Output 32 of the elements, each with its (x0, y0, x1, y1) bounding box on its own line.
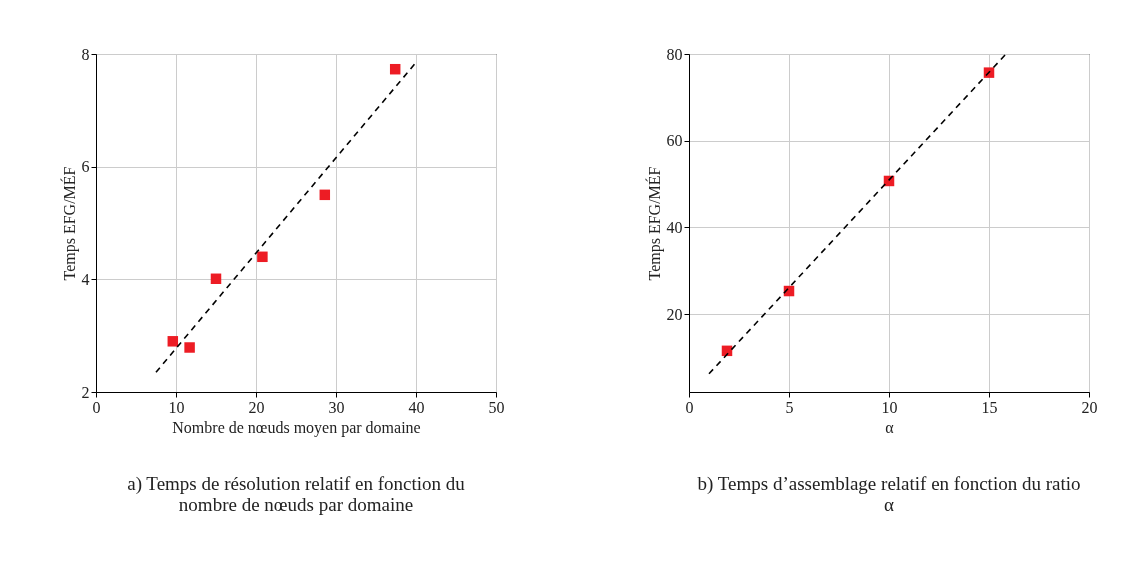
point (210, 273, 222, 285)
point (257, 251, 268, 263)
x-tick-label: 0 (685, 398, 694, 416)
point (983, 67, 995, 78)
x-tick-label: 40 (408, 398, 425, 416)
x-tick-label: 20 (248, 398, 265, 416)
x-tick-label: 10 (881, 398, 898, 416)
point (167, 336, 179, 347)
x-tick-label: 50 (488, 398, 505, 416)
x-tick-label: 0 (92, 398, 101, 416)
y-tick-label: 6 (81, 158, 90, 176)
text: a) Temps de résolution relatif en fonction du nombre de nœuds par domaine (127, 473, 466, 515)
x-tick-label: 5 (785, 398, 794, 416)
y-tick-label: 80 (666, 45, 683, 63)
point (389, 63, 401, 75)
x-tick-label: 20 (1081, 398, 1098, 416)
y-tick-label: 8 (81, 45, 90, 63)
x-axis-title: α (885, 418, 895, 436)
x-axis-title: Nombre de nœuds moyen par domaine (172, 418, 421, 437)
x-tick-label: 15 (981, 398, 998, 416)
point (319, 189, 331, 201)
y-tick-label: 4 (81, 270, 90, 288)
y-tick-label: 60 (666, 132, 683, 150)
x-tick-label: 10 (168, 398, 185, 416)
text: b) Temps d’assemblage relatif en fonction du ratio α (697, 473, 1081, 515)
y-axis-title: Temps EFG/MÉF (644, 166, 664, 281)
x-tick-label: 30 (328, 398, 345, 416)
point (184, 342, 195, 353)
y-axis-title: Temps EFG/MÉF (59, 166, 79, 281)
y-tick-label: 20 (666, 305, 683, 323)
y-tick-label: 40 (666, 218, 683, 236)
y-tick-label: 2 (81, 383, 90, 401)
